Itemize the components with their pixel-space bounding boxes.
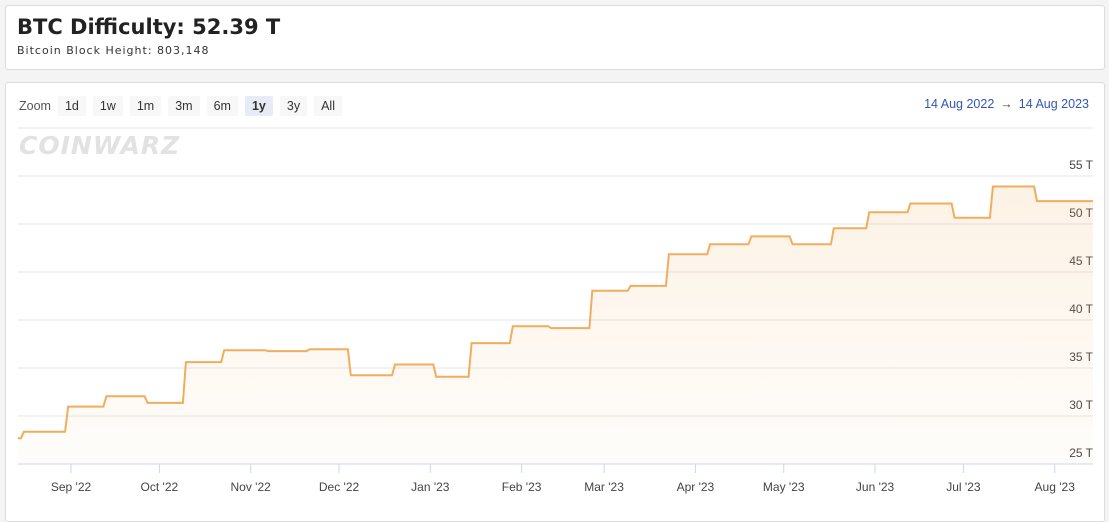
- zoom-label: Zoom: [19, 99, 51, 113]
- line: [18, 185, 1093, 440]
- range-arrow: →: [1000, 97, 1013, 111]
- zoom-button[interactable]: 3y: [279, 96, 308, 116]
- x-tick-label: Aug '23: [1035, 480, 1076, 494]
- x-tick-label: Sep '22: [51, 480, 92, 494]
- date-range: 14 Aug 2022 → 14 Aug 2023: [924, 97, 1089, 111]
- x-tick-label: Jun '23: [856, 480, 895, 494]
- zoom-button[interactable]: 1y: [244, 96, 273, 116]
- y-tick-label: 55 T: [1069, 158, 1093, 172]
- zoom-button[interactable]: 6m: [206, 96, 238, 116]
- x-tick-label: Apr '23: [677, 480, 715, 494]
- x-tick-label: Mar '23: [584, 480, 624, 494]
- subtitle: Bitcoin Block Height: 803,148: [17, 44, 210, 57]
- x-tick-label: Jul '23: [946, 480, 981, 494]
- zoom-bar: Zoom 1d 1w 1m 3m 6m 1y 3y All: [19, 96, 349, 116]
- x-tick-label: Oct '22: [141, 480, 179, 494]
- x-tick-label: Dec '22: [319, 480, 360, 494]
- zoom-button[interactable]: 1w: [92, 96, 123, 116]
- range-to[interactable]: 14 Aug 2023: [1018, 97, 1089, 111]
- x-tick-label: Feb '23: [502, 480, 542, 494]
- x-tick-label: May '23: [763, 480, 805, 494]
- range-from[interactable]: 14 Aug 2022: [924, 97, 995, 111]
- zoom-button[interactable]: 1m: [129, 96, 162, 116]
- x-tick-label: Nov '22: [231, 480, 272, 494]
- watermark: COINWARZ: [19, 131, 181, 160]
- zoom-button[interactable]: 3m: [168, 96, 200, 116]
- zoom-button[interactable]: All: [314, 96, 342, 116]
- header: BTC Difficulty: 52.39 T Bitcoin Block He…: [5, 5, 1105, 70]
- title: BTC Difficulty: 52.39 T: [17, 15, 281, 39]
- x-tick-label: Jan '23: [411, 480, 450, 494]
- zoom-button[interactable]: 1d: [57, 96, 86, 116]
- area: [18, 186, 1093, 464]
